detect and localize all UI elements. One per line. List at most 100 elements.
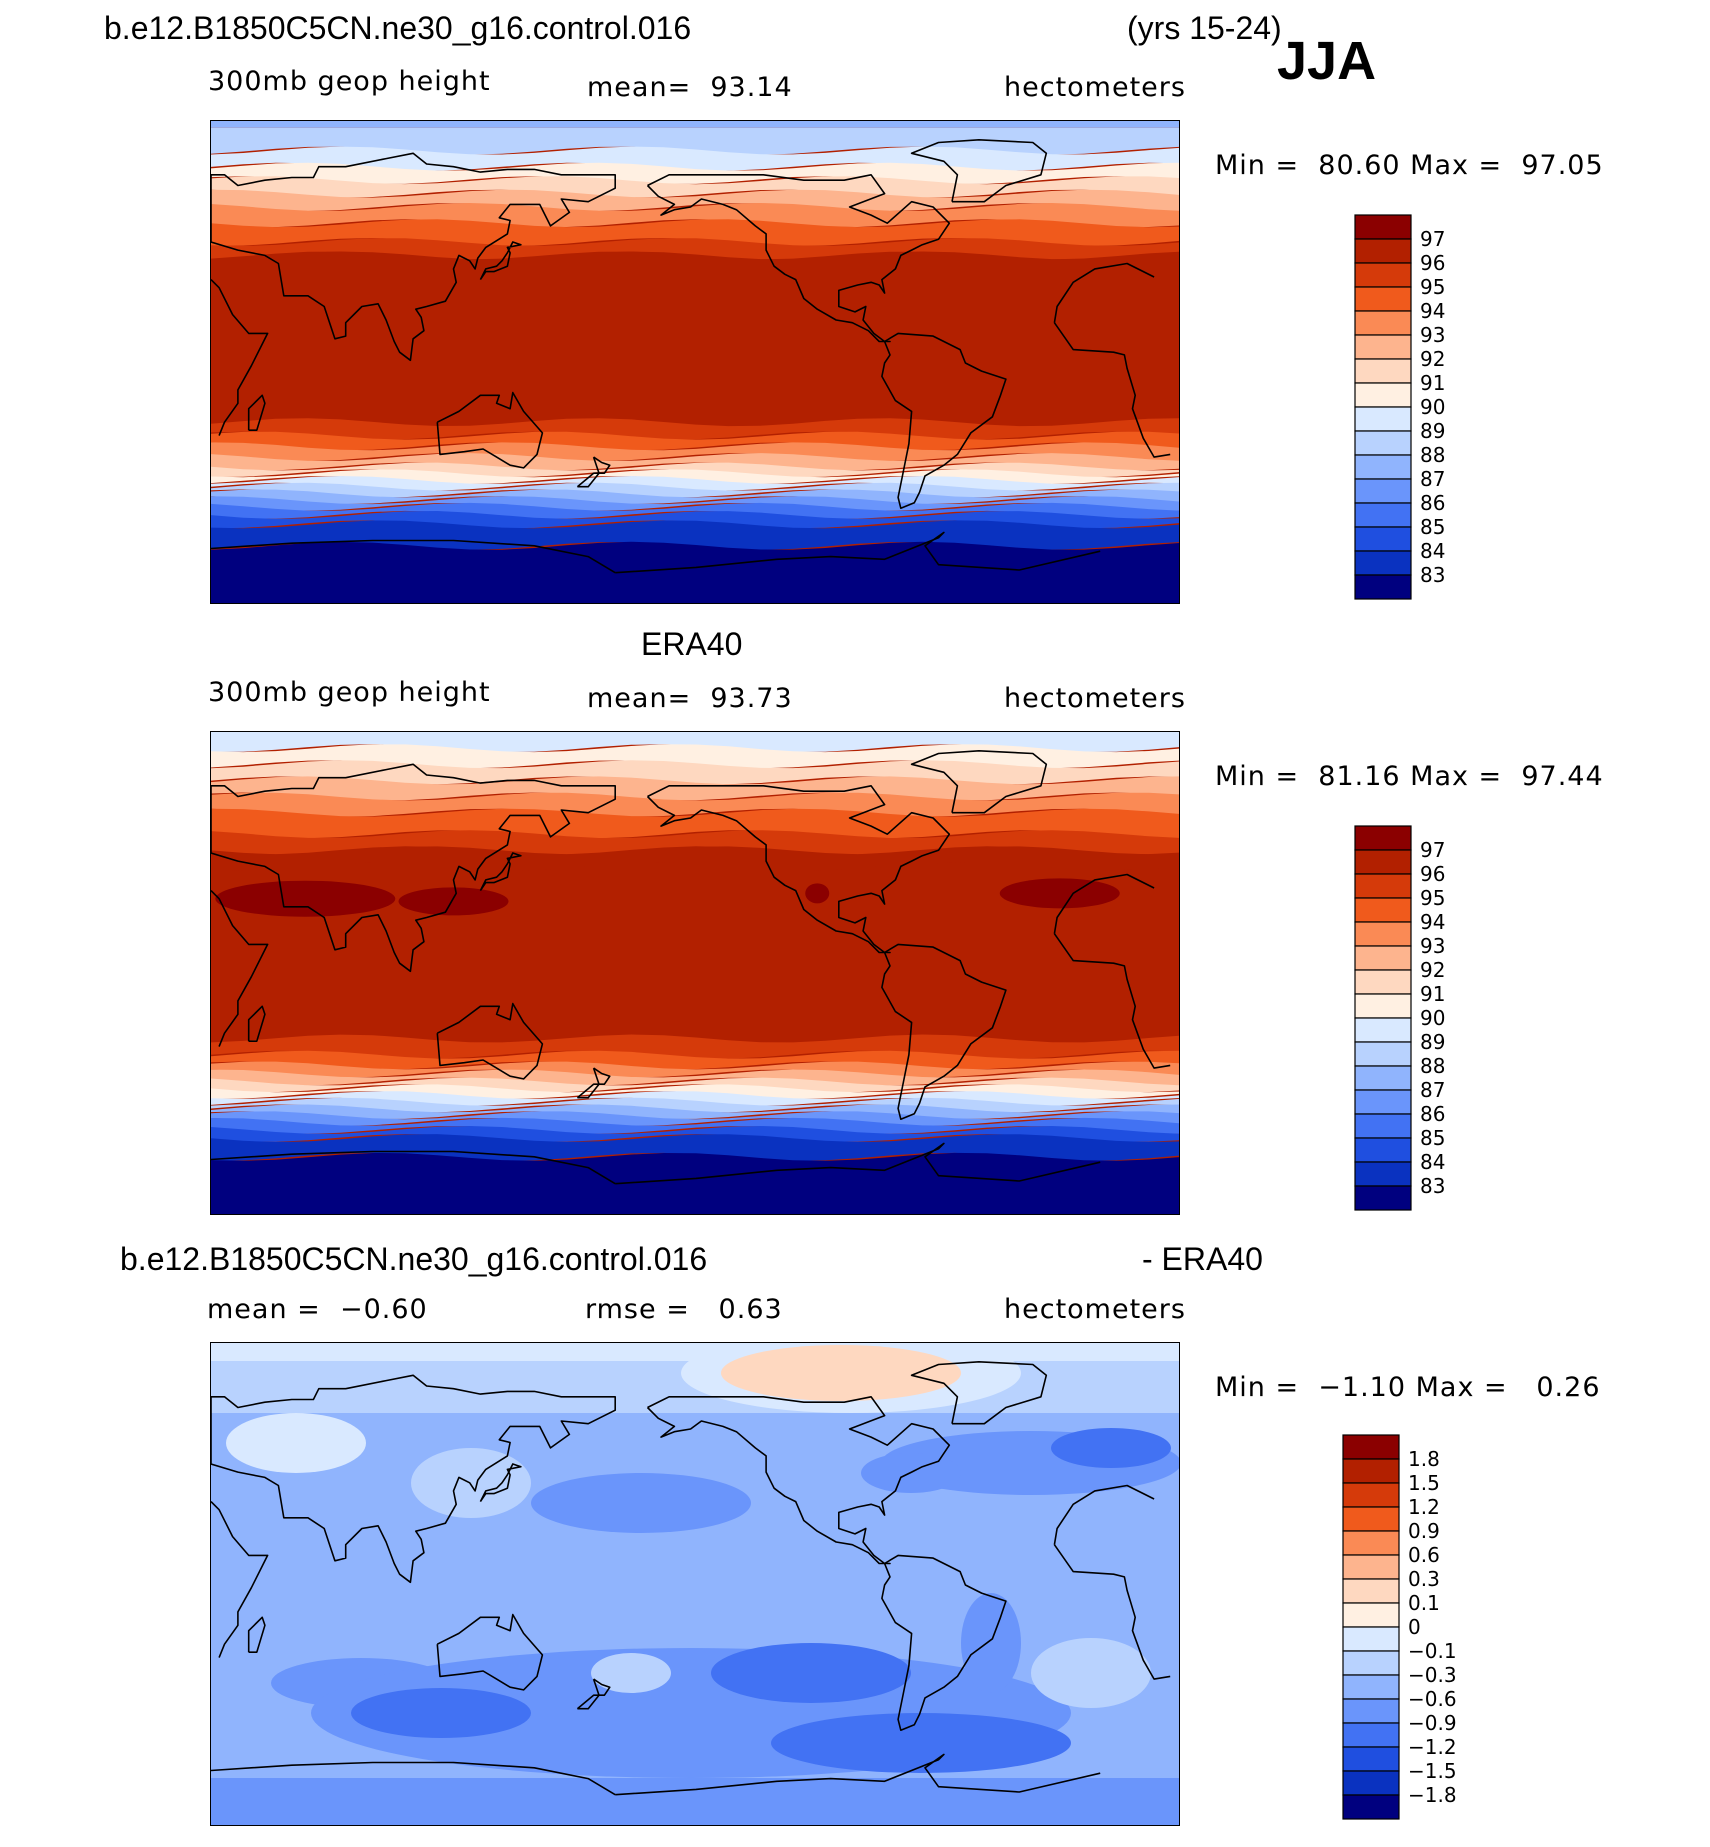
panel3-rmse: rmse = 0.63 bbox=[585, 1294, 783, 1325]
colorbar-label: 85 bbox=[1420, 1126, 1445, 1150]
colorbar-box bbox=[1354, 969, 1412, 995]
colorbar-box bbox=[1354, 1185, 1412, 1211]
colorbar-label: 88 bbox=[1420, 443, 1445, 467]
colorbar-box bbox=[1354, 1113, 1412, 1139]
panel2-variable: 300mb geop height bbox=[208, 677, 491, 708]
colorbar-box bbox=[1354, 214, 1412, 240]
colorbar-label: 95 bbox=[1420, 275, 1445, 299]
panel1-units: hectometers bbox=[1004, 72, 1186, 103]
colorbar-label: −0.3 bbox=[1408, 1663, 1457, 1687]
colorbar-label: 92 bbox=[1420, 958, 1445, 982]
colorbar-box bbox=[1342, 1674, 1400, 1700]
years-label: (yrs 15-24) bbox=[1127, 10, 1282, 46]
colorbar-label: 86 bbox=[1420, 1102, 1445, 1126]
colorbar-box bbox=[1354, 478, 1412, 504]
colorbar-label: 90 bbox=[1420, 1006, 1445, 1030]
colorbar-label: 93 bbox=[1420, 323, 1445, 347]
colorbar-box bbox=[1354, 825, 1412, 851]
colorbar-box bbox=[1342, 1650, 1400, 1676]
colorbar-box bbox=[1342, 1458, 1400, 1484]
colorbar-box bbox=[1354, 262, 1412, 288]
colorbar-box bbox=[1354, 945, 1412, 971]
colorbar-label: −0.6 bbox=[1408, 1687, 1457, 1711]
colorbar-label: 1.5 bbox=[1408, 1471, 1440, 1495]
colorbar-box bbox=[1342, 1722, 1400, 1748]
panel2-mean: mean= 93.73 bbox=[587, 683, 793, 714]
colorbar-box bbox=[1342, 1482, 1400, 1508]
colorbar-box bbox=[1354, 921, 1412, 947]
panel2-title: ERA40 bbox=[641, 626, 743, 662]
colorbar-label: 83 bbox=[1420, 1174, 1445, 1198]
colorbar-box bbox=[1354, 502, 1412, 528]
colorbar-label: 94 bbox=[1420, 910, 1445, 934]
colorbar-box bbox=[1354, 1161, 1412, 1187]
colorbar-box bbox=[1342, 1626, 1400, 1652]
colorbar-label: 1.8 bbox=[1408, 1447, 1440, 1471]
panel3-map bbox=[210, 1342, 1180, 1826]
colorbar-label: 95 bbox=[1420, 886, 1445, 910]
colorbar-label: −1.8 bbox=[1408, 1783, 1457, 1807]
colorbar-box bbox=[1342, 1746, 1400, 1772]
panel3-mean: mean = −0.60 bbox=[207, 1294, 428, 1325]
colorbar-label: 0.3 bbox=[1408, 1567, 1440, 1591]
colorbar-label: 97 bbox=[1420, 227, 1445, 251]
colorbar-box bbox=[1354, 873, 1412, 899]
colorbar-box bbox=[1354, 993, 1412, 1019]
colorbar-box bbox=[1342, 1770, 1400, 1796]
colorbar-label: 87 bbox=[1420, 1078, 1445, 1102]
colorbar-box bbox=[1342, 1530, 1400, 1556]
panel3-title-right: - ERA40 bbox=[1142, 1241, 1263, 1277]
colorbar-box bbox=[1354, 454, 1412, 480]
panel1-colorbar: 97 96 95 94 93 92 91 90 89 88 87 86 85 84 83 bbox=[1354, 214, 1494, 600]
colorbar-label: 85 bbox=[1420, 515, 1445, 539]
colorbar-label: 92 bbox=[1420, 347, 1445, 371]
colorbar-label: 89 bbox=[1420, 1030, 1445, 1054]
colorbar-box bbox=[1354, 406, 1412, 432]
colorbar-label: 1.2 bbox=[1408, 1495, 1440, 1519]
panel2-minmax: Min = 81.16 Max = 97.44 bbox=[1215, 761, 1604, 792]
colorbar-label: 97 bbox=[1420, 838, 1445, 862]
colorbar-box bbox=[1354, 430, 1412, 456]
season-label: JJA bbox=[1277, 31, 1377, 91]
colorbar-label: 0.6 bbox=[1408, 1543, 1440, 1567]
colorbar-label: 0.1 bbox=[1408, 1591, 1440, 1615]
colorbar-box bbox=[1342, 1578, 1400, 1604]
colorbar-box bbox=[1342, 1698, 1400, 1724]
colorbar-box bbox=[1354, 1065, 1412, 1091]
case-title: b.e12.B1850C5CN.ne30_g16.control.016 bbox=[104, 10, 692, 46]
panel3-colorbar: 1.8 1.5 1.2 0.9 0.6 0.3 0.1 0 −0.1 −0.3 −0.6 −0.9 −1… bbox=[1342, 1434, 1482, 1820]
colorbar-label: 83 bbox=[1420, 563, 1445, 587]
colorbar-box bbox=[1354, 526, 1412, 552]
colorbar-box bbox=[1354, 1089, 1412, 1115]
panel3-minmax: Min = −1.10 Max = 0.26 bbox=[1215, 1372, 1601, 1403]
colorbar-label: −0.1 bbox=[1408, 1639, 1457, 1663]
colorbar-label: 89 bbox=[1420, 419, 1445, 443]
panel2-map bbox=[210, 731, 1180, 1215]
colorbar-label: 0.9 bbox=[1408, 1519, 1440, 1543]
colorbar-label: −0.9 bbox=[1408, 1711, 1457, 1735]
panel1-map bbox=[210, 120, 1180, 604]
colorbar-label: 94 bbox=[1420, 299, 1445, 323]
colorbar-label: 0 bbox=[1408, 1615, 1421, 1639]
colorbar-box bbox=[1342, 1506, 1400, 1532]
colorbar-box bbox=[1342, 1434, 1400, 1460]
colorbar-box bbox=[1354, 1137, 1412, 1163]
colorbar-label: −1.2 bbox=[1408, 1735, 1457, 1759]
colorbar-box bbox=[1354, 1041, 1412, 1067]
colorbar-label: 93 bbox=[1420, 934, 1445, 958]
colorbar-label: 84 bbox=[1420, 1150, 1445, 1174]
colorbar-box bbox=[1354, 334, 1412, 360]
colorbar-box bbox=[1354, 1017, 1412, 1043]
colorbar-box bbox=[1354, 358, 1412, 384]
colorbar-label: 84 bbox=[1420, 539, 1445, 563]
panel2-colorbar: 97 96 95 94 93 92 91 90 89 88 87 86 85 84 83 bbox=[1354, 825, 1494, 1211]
colorbar-label: 87 bbox=[1420, 467, 1445, 491]
colorbar-label: −1.5 bbox=[1408, 1759, 1457, 1783]
colorbar-label: 86 bbox=[1420, 491, 1445, 515]
colorbar-box bbox=[1354, 238, 1412, 264]
colorbar-box bbox=[1354, 550, 1412, 576]
colorbar-box bbox=[1354, 382, 1412, 408]
colorbar-box bbox=[1354, 310, 1412, 336]
colorbar-label: 88 bbox=[1420, 1054, 1445, 1078]
colorbar-label: 91 bbox=[1420, 982, 1445, 1006]
